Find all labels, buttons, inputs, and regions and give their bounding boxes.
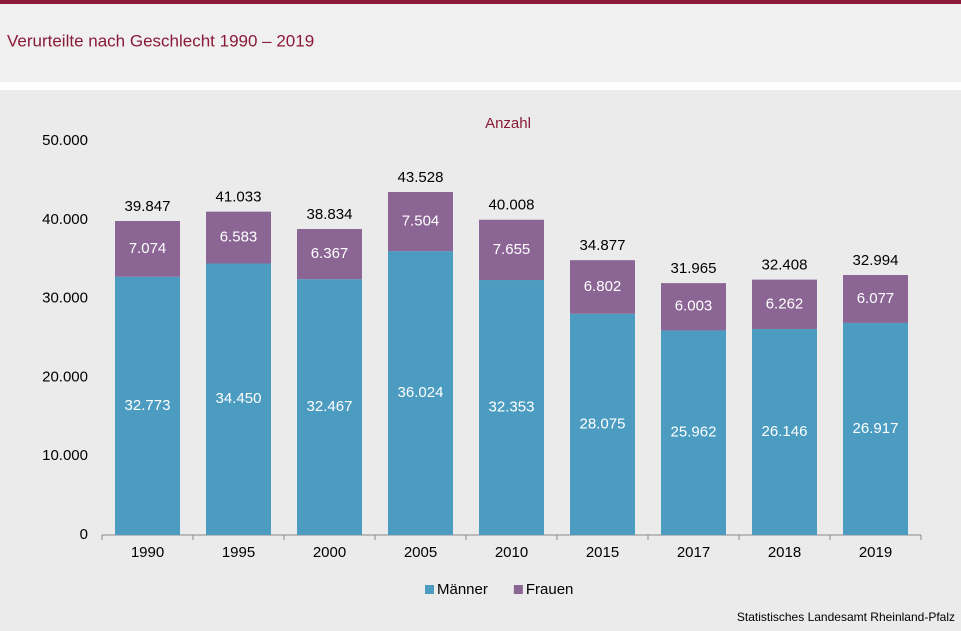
y-axis-label: Anzahl bbox=[485, 115, 531, 132]
header-separator bbox=[0, 82, 961, 90]
bar-segment bbox=[661, 283, 726, 331]
bar-segment bbox=[752, 279, 817, 329]
segment-label: 7.504 bbox=[402, 213, 440, 230]
segment-label: 26.917 bbox=[853, 420, 899, 437]
total-label: 39.847 bbox=[125, 198, 171, 215]
bar-segment bbox=[843, 275, 908, 323]
total-label: 31.965 bbox=[671, 260, 717, 277]
bar-segment bbox=[115, 221, 180, 277]
legend-swatch bbox=[513, 585, 523, 594]
x-tick-label: 2019 bbox=[859, 544, 892, 561]
y-tick-label: 40.000 bbox=[42, 211, 88, 228]
x-tick-label: 2018 bbox=[768, 544, 801, 561]
x-tick-label: 2010 bbox=[495, 544, 528, 561]
bar-segment bbox=[479, 280, 544, 535]
bar-segment bbox=[115, 276, 180, 535]
total-label: 40.008 bbox=[489, 197, 535, 214]
bar-segment bbox=[570, 313, 635, 535]
total-label: 38.834 bbox=[307, 206, 353, 223]
source: Statistisches Landesamt Rheinland-Pfalz bbox=[737, 610, 955, 624]
bar-segment bbox=[843, 322, 908, 535]
total-label: 34.877 bbox=[580, 237, 626, 254]
y-tick-label: 10.000 bbox=[42, 447, 88, 464]
segment-label: 7.074 bbox=[129, 240, 167, 257]
bar-segment bbox=[206, 263, 271, 535]
segment-label: 32.353 bbox=[489, 398, 535, 415]
bar-segment bbox=[388, 191, 453, 252]
top-rule bbox=[0, 0, 961, 4]
x-tick-label: 1995 bbox=[222, 544, 255, 561]
bar-segment bbox=[297, 279, 362, 535]
segment-label: 6.802 bbox=[584, 278, 622, 295]
y-tick-label: 30.000 bbox=[42, 290, 88, 307]
segment-label: 6.003 bbox=[675, 298, 713, 315]
segment-label: 36.024 bbox=[398, 384, 444, 401]
segment-label: 6.583 bbox=[220, 229, 258, 246]
x-tick-label: 2000 bbox=[313, 544, 346, 561]
legend-label: Frauen bbox=[526, 581, 574, 598]
segment-label: 6.077 bbox=[857, 290, 895, 307]
legend-swatch bbox=[425, 585, 434, 594]
bar-segment bbox=[570, 260, 635, 314]
segment-label: 34.450 bbox=[216, 390, 262, 407]
segment-label: 6.367 bbox=[311, 245, 349, 262]
y-tick-label: 20.000 bbox=[42, 368, 88, 385]
y-tick-label: 50.000 bbox=[42, 132, 88, 149]
segment-label: 7.655 bbox=[493, 241, 531, 258]
bar-segment bbox=[479, 219, 544, 281]
bar-segment bbox=[661, 330, 726, 535]
segment-label: 25.962 bbox=[671, 424, 717, 441]
x-tick-label: 1990 bbox=[131, 544, 164, 561]
segment-label: 32.773 bbox=[125, 397, 171, 414]
y-tick-label: 0 bbox=[80, 526, 88, 543]
x-tick-label: 2017 bbox=[677, 544, 710, 561]
segment-label: 26.146 bbox=[762, 423, 808, 440]
bar-segment bbox=[206, 211, 271, 264]
segment-label: 32.467 bbox=[307, 398, 353, 415]
total-label: 43.528 bbox=[398, 169, 444, 186]
total-label: 41.033 bbox=[216, 189, 262, 206]
header bbox=[0, 0, 961, 82]
total-label: 32.994 bbox=[853, 252, 899, 269]
segment-label: 6.262 bbox=[766, 295, 804, 312]
chart-title: Verurteilte nach Geschlecht 1990 – 2019 bbox=[7, 31, 314, 50]
bar-segment bbox=[388, 251, 453, 536]
x-tick-label: 2005 bbox=[404, 544, 437, 561]
legend-label: Männer bbox=[437, 581, 488, 598]
segment-label: 28.075 bbox=[580, 415, 626, 432]
bar-segment bbox=[752, 328, 817, 535]
x-tick-label: 2015 bbox=[586, 544, 619, 561]
bar-segment bbox=[297, 228, 362, 280]
total-label: 32.408 bbox=[762, 257, 808, 274]
